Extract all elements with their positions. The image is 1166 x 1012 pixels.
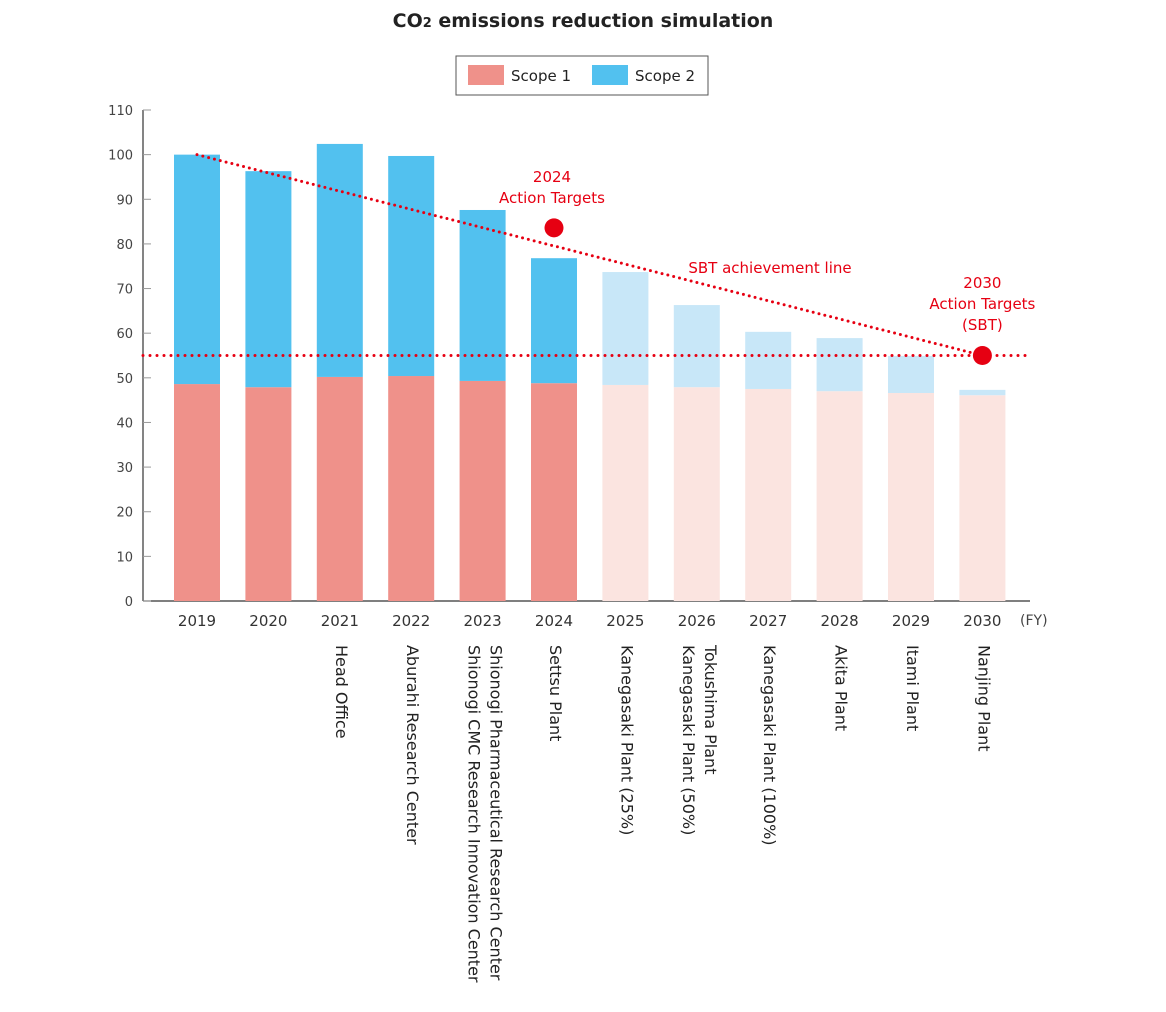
- bar-scope1-2024: [531, 383, 577, 601]
- bar-scope1-2029: [888, 392, 934, 601]
- action-target-point-2030: [972, 346, 992, 365]
- category-note-label: Aburahi Research Center: [403, 645, 422, 845]
- bar-scope2-2023: [459, 209, 506, 381]
- category-note-label: Kanegasaki Plant (50%): [679, 645, 698, 835]
- category-note-label: Itami Plant: [903, 645, 922, 731]
- bar-scope2-2025: [602, 272, 649, 385]
- x-unit-label: (FY): [1020, 613, 1048, 629]
- y-tick-label: 90: [116, 193, 133, 208]
- legend: Scope 1 Scope 2: [455, 55, 709, 96]
- action-target-label: (SBT): [962, 316, 1003, 334]
- action-target-label: 2030: [963, 274, 1001, 292]
- x-tick-label: 2030: [963, 612, 1001, 630]
- x-tick-label: 2023: [464, 612, 502, 630]
- category-note-label: Shionogi CMC Research Innovation Center: [465, 645, 484, 983]
- bar-scope1-2020: [245, 387, 292, 601]
- category-note-label: Akita Plant: [832, 645, 851, 731]
- y-tick-label: 10: [116, 550, 133, 565]
- action-target-label: Action Targets: [929, 295, 1035, 313]
- y-tick-label: 80: [116, 238, 133, 253]
- bar-scope2-2027: [745, 331, 792, 389]
- bar-scope2-2021: [316, 143, 363, 377]
- x-tick-label: 2028: [821, 612, 859, 630]
- bar-scope2-2020: [245, 171, 292, 388]
- bar-scope1-2030: [959, 395, 1006, 601]
- y-tick-label: 50: [116, 372, 133, 387]
- bar-scope1-2028: [816, 391, 863, 601]
- x-tick-label: 2029: [892, 612, 930, 630]
- y-tick-label: 40: [116, 416, 133, 431]
- chart-title: CO2 emissions reduction simulation: [393, 10, 774, 32]
- y-tick-label: 70: [116, 283, 133, 298]
- x-tick-label: 2026: [678, 612, 716, 630]
- x-tick-label: 2020: [249, 612, 287, 630]
- action-target-label: 2024: [533, 168, 571, 186]
- bar-scope1-2025: [602, 384, 649, 601]
- sbt-line-label: SBT achievement line: [688, 259, 851, 277]
- legend-swatch-scope1: [468, 65, 504, 85]
- legend-swatch-scope2: [592, 65, 628, 85]
- y-tick-label: 100: [108, 149, 133, 164]
- legend-label-scope2: Scope 2: [635, 67, 695, 85]
- action-target-label: Action Targets: [499, 189, 605, 207]
- y-tick-label: 60: [116, 327, 133, 342]
- legend-label-scope1: Scope 1: [511, 67, 571, 85]
- category-note-label: Nanjing Plant: [974, 645, 993, 752]
- category-note-label: Settsu Plant: [546, 645, 565, 741]
- bar-scope1-2022: [388, 376, 435, 601]
- category-note-label: Kanegasaki Plant (100%): [760, 645, 779, 846]
- bar-scope2-2022: [388, 155, 435, 377]
- y-tick-label: 20: [116, 506, 133, 521]
- bar-scope2-2030: [959, 389, 1006, 396]
- bar-scope2-2019: [174, 154, 220, 385]
- y-tick-label: 0: [125, 595, 133, 610]
- action-target-point-2024: [544, 218, 564, 238]
- y-tick-label: 30: [116, 461, 133, 476]
- bar-scope1-2019: [174, 384, 220, 601]
- x-tick-label: 2022: [392, 612, 430, 630]
- x-tick-label: 2021: [321, 612, 359, 630]
- y-tick-label: 110: [108, 104, 133, 119]
- category-note-label: Kanegasaki Plant (25%): [617, 645, 636, 835]
- sbt-achievement-line: [195, 153, 984, 357]
- category-note-label: Tokushima Plant: [701, 644, 720, 774]
- bar-scope1-2023: [459, 380, 506, 601]
- x-tick-label: 2024: [535, 612, 573, 630]
- category-note-label: Shionogi Pharmaceutical Research Center: [487, 645, 506, 981]
- bar-scope1-2026: [673, 387, 720, 601]
- bar-scope2-2029: [888, 355, 934, 393]
- category-note-label: Head Office: [332, 645, 351, 739]
- bar-scope2-2024: [531, 258, 577, 384]
- x-tick-label: 2027: [749, 612, 787, 630]
- bar-scope1-2027: [745, 388, 792, 601]
- x-tick-label: 2019: [178, 612, 216, 630]
- bar-scope2-2028: [816, 338, 863, 392]
- bar-scope1-2021: [316, 376, 363, 601]
- bar-scope2-2026: [673, 305, 720, 388]
- x-tick-label: 2025: [606, 612, 644, 630]
